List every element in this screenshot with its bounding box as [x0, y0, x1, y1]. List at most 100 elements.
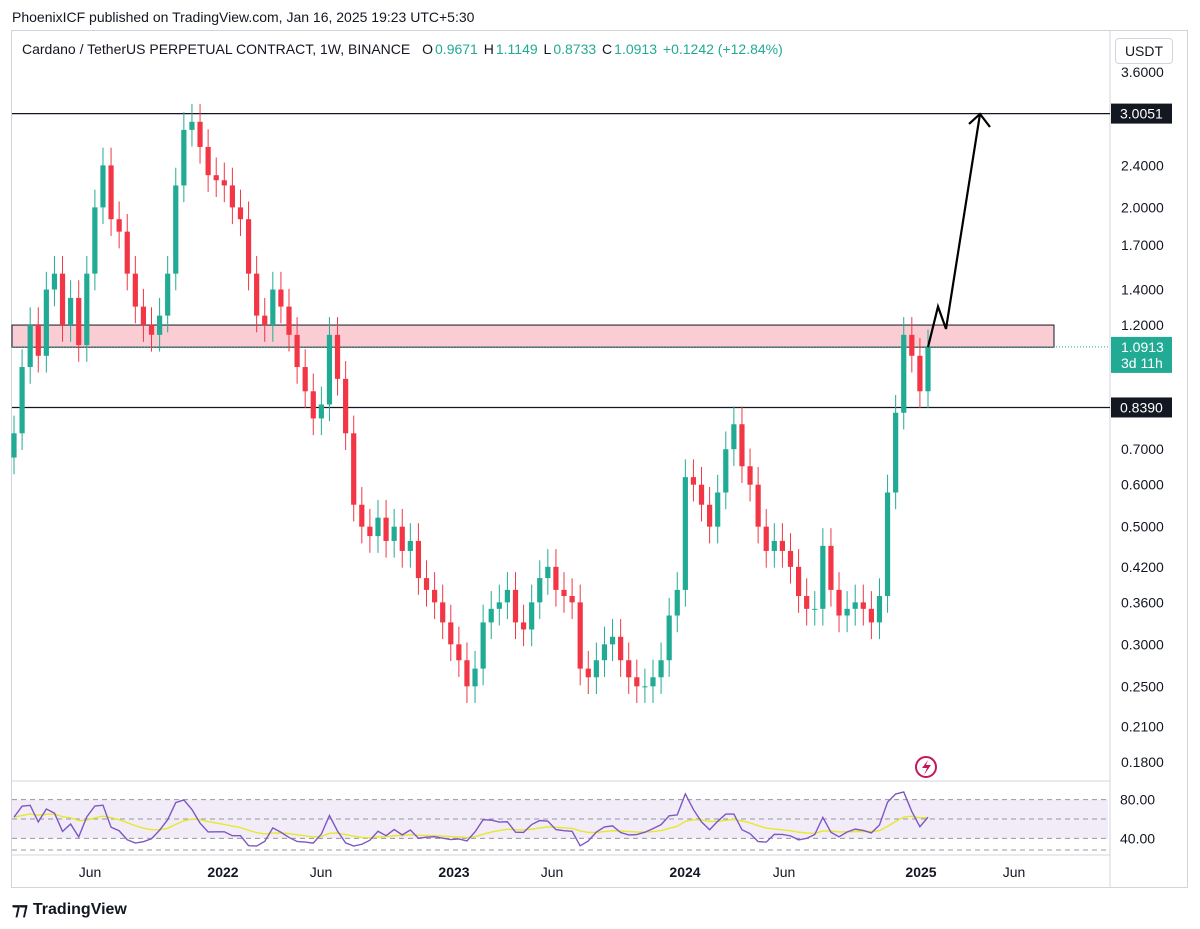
tradingview-mark-icon: ⁊⁊ [12, 900, 28, 919]
candle-body [326, 334, 333, 405]
candle-body [448, 622, 454, 645]
candle-body [92, 207, 98, 274]
candle-body [893, 412, 899, 493]
symbol-header: Cardano / TetherUS PERPETUAL CONTRACT, 1… [22, 41, 785, 57]
candle-body [763, 526, 769, 551]
candle-body [254, 273, 260, 316]
candle-body [334, 334, 341, 379]
candle-body [464, 660, 470, 687]
candle-body [440, 602, 446, 623]
candle-body [626, 660, 632, 678]
high-value: 1.1149 [495, 41, 538, 57]
lightning-icon [915, 756, 937, 778]
time-tick: Jun [1003, 864, 1026, 880]
time-tick: 2022 [207, 864, 238, 880]
rsi-line [13, 791, 929, 847]
candle-body [51, 273, 58, 290]
time-tick: Jun [310, 864, 333, 880]
tradingview-logo[interactable]: ⁊⁊ TradingView [12, 900, 127, 920]
open-value: 0.9671 [435, 41, 478, 57]
time-tick: 2025 [905, 864, 936, 880]
candle-body [779, 540, 786, 551]
candle-body [59, 273, 66, 326]
candle-body [795, 566, 802, 597]
candle-body [585, 668, 591, 678]
candle-body [650, 677, 656, 687]
candle-body [860, 602, 866, 609]
candle-body [868, 608, 874, 623]
candle-body [569, 596, 575, 603]
candle-body [925, 347, 931, 392]
candle-body [731, 424, 737, 450]
candle-body [148, 325, 155, 335]
candle-body [553, 566, 559, 590]
candle-body [739, 424, 745, 467]
candle-body [318, 404, 324, 419]
low-label: L [543, 41, 552, 57]
candle-body [674, 589, 680, 616]
candle-body [512, 589, 519, 623]
candle-body [456, 644, 462, 661]
candle-body [423, 578, 430, 590]
symbol-title: Cardano / TetherUS PERPETUAL CONTRACT, 1… [22, 41, 411, 57]
price-tick: 0.3600 [1121, 594, 1164, 610]
candle-body [682, 477, 688, 590]
level-bottom-label-bg [1111, 397, 1172, 418]
candle-body [820, 545, 826, 609]
candle-body [11, 433, 17, 458]
candle-body [698, 484, 705, 505]
candle-body [35, 325, 41, 356]
resistance-zone [11, 324, 1055, 348]
candle-body [852, 602, 858, 609]
candle-body [537, 578, 543, 603]
candle-body [359, 504, 365, 527]
candle-body [561, 589, 567, 597]
price-tick: 1.4000 [1121, 282, 1164, 298]
candle-body [634, 677, 640, 687]
candle-body [472, 668, 478, 687]
candle-body [286, 306, 292, 335]
rsi-tick: 40.00 [1120, 830, 1155, 846]
candle-body [237, 207, 244, 220]
candle-body [76, 297, 82, 346]
last-price-badge [1111, 336, 1172, 373]
candle-body [100, 165, 106, 208]
candle-body [609, 636, 616, 645]
currency-button[interactable]: USDT [1115, 38, 1173, 64]
publisher-credit: PhoenixICF published on TradingView.com,… [12, 9, 475, 25]
candle-body [229, 185, 235, 208]
candle-body [504, 589, 510, 603]
close-label: C [602, 41, 613, 57]
candle-body [302, 367, 308, 392]
price-tick: 0.1800 [1121, 754, 1164, 770]
candle-body [917, 355, 923, 392]
projection-path [926, 113, 982, 348]
candle-body [715, 492, 721, 527]
time-tick: Jun [773, 864, 796, 880]
candle-body [43, 289, 49, 356]
price-tick: 0.2500 [1121, 678, 1164, 694]
level-top-label: 3.0051 [1120, 106, 1163, 122]
candle-body [520, 622, 527, 630]
candle-body [245, 219, 252, 274]
candle-body [140, 306, 147, 326]
candle-body [68, 297, 74, 326]
candle-body [844, 608, 850, 616]
candle-body [771, 540, 777, 551]
candle-body [707, 504, 713, 527]
price-tick: 0.2100 [1121, 718, 1164, 734]
candle-body [213, 175, 219, 181]
price-tick: 2.0000 [1121, 199, 1164, 215]
lightning-bolt-icon [922, 760, 931, 775]
projection-arrowhead [968, 112, 991, 128]
high-label: H [483, 41, 494, 57]
candle-body [812, 608, 818, 610]
candle-body [108, 165, 114, 220]
candle-body [407, 540, 413, 551]
candle-body [747, 466, 753, 485]
candle-body [124, 231, 130, 274]
candle-body [173, 185, 179, 274]
candle-body [19, 367, 25, 434]
price-tick: 0.3000 [1121, 636, 1164, 652]
